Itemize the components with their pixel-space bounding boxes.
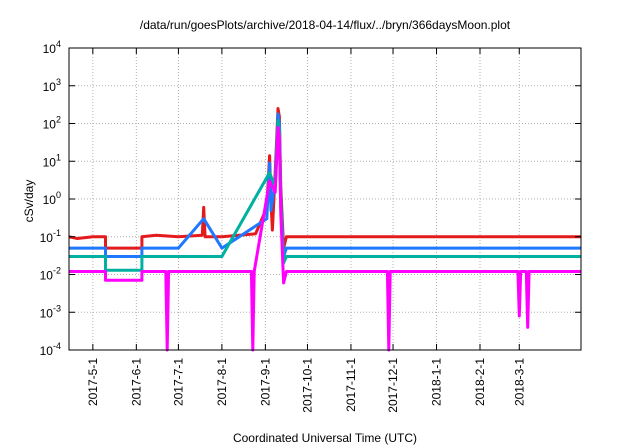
- x-axis-label: Coordinated Universal Time (UTC): [233, 431, 417, 445]
- y-tick-label-base: 10: [43, 118, 57, 132]
- y-tick-label: 10-4: [40, 341, 61, 358]
- y-tick-label: 10-3: [40, 303, 61, 320]
- y-tick-label-exponent: -2: [53, 266, 61, 276]
- x-tick-label: 2018-1-1: [430, 358, 444, 406]
- x-tick-label: 2017-8-1: [215, 358, 229, 406]
- grid: [69, 47, 581, 351]
- y-tick-label-base: 10: [40, 231, 54, 245]
- x-tick-label: 2017-5-1: [86, 358, 100, 406]
- y-tick-label-exponent: 0: [56, 190, 61, 200]
- y-tick-label-exponent: -3: [53, 303, 61, 313]
- y-tick-label: 10-1: [40, 228, 61, 245]
- y-tick-label-exponent: 4: [56, 39, 61, 49]
- y-tick-label-exponent: -4: [53, 341, 61, 351]
- y-axis-label: cSv/day: [22, 180, 36, 223]
- y-tick-label-exponent: 1: [56, 152, 61, 162]
- y-tick-label: 100: [43, 190, 61, 207]
- plot-area: [68, 107, 581, 352]
- y-tick-label: 101: [43, 152, 61, 169]
- chart-title: /data/run/goesPlots/archive/2018-04-14/f…: [140, 18, 511, 32]
- y-tick-label: 10-2: [40, 266, 61, 283]
- series-line-4: [69, 125, 581, 352]
- y-tick-label: 104: [43, 39, 61, 56]
- x-tick-label: 2018-3-1: [512, 358, 526, 406]
- y-tick-label: 103: [43, 77, 61, 94]
- y-tick-label-exponent: 3: [56, 77, 61, 87]
- x-tick-label: 2017-7-1: [171, 358, 185, 406]
- x-tick-label: 2017-9-1: [258, 358, 272, 406]
- y-tick-label-exponent: 2: [56, 115, 61, 125]
- y-tick-label-base: 10: [43, 80, 57, 94]
- y-tick-label-base: 10: [43, 193, 57, 207]
- y-tick-label-base: 10: [43, 42, 57, 56]
- x-tick-label: 2018-2-1: [473, 358, 487, 406]
- x-tick-label: 2017-12-1: [386, 358, 400, 413]
- y-tick-label-base: 10: [40, 344, 54, 358]
- y-tick-label: 102: [43, 115, 61, 132]
- x-tick-label: 2017-10-1: [300, 358, 314, 413]
- y-tick-label-base: 10: [40, 269, 54, 283]
- series-line-1: [68, 107, 581, 250]
- x-tick-label: 2017-6-1: [129, 358, 143, 406]
- x-tick-label: 2017-11-1: [344, 358, 358, 412]
- x-axis: 2017-5-1 2017-6-1 2017-7-1 2017-8-1 2017-9-1…: [86, 48, 526, 413]
- y-tick-label-base: 10: [40, 306, 54, 320]
- y-tick-label-base: 10: [43, 155, 57, 169]
- y-tick-label-exponent: -1: [53, 228, 61, 238]
